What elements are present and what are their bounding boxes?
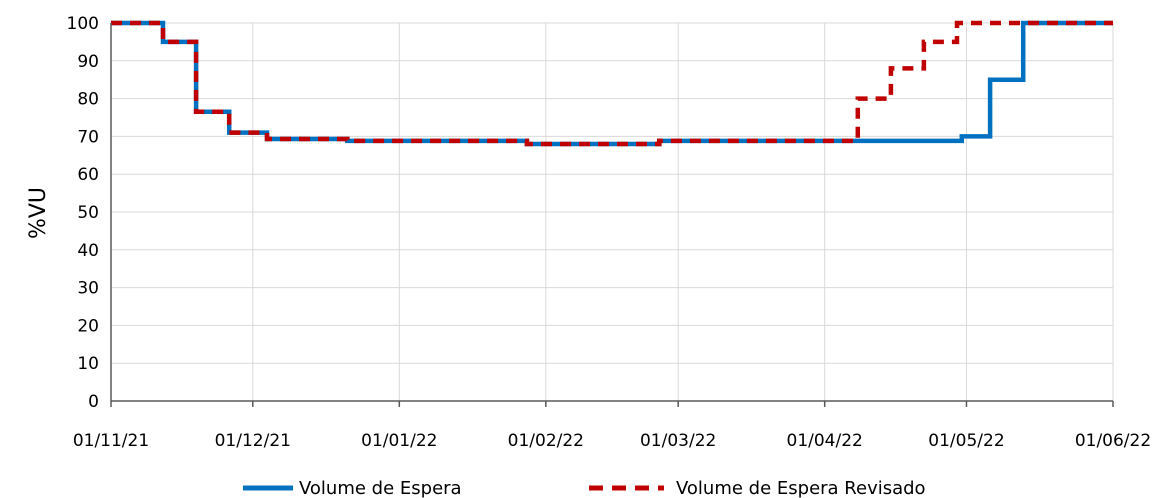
gridlines	[111, 22, 1114, 401]
y-tick-label: 100	[67, 14, 99, 34]
series-line-2	[111, 20, 1113, 147]
x-tick-label: 01/03/22	[640, 431, 716, 451]
x-tick-label: 01/12/21	[215, 431, 291, 451]
legend-label-2: Volume de Espera Revisado	[676, 478, 926, 498]
x-tick-label: 01/06/22	[1075, 431, 1151, 451]
y-tick-label: 20	[77, 316, 99, 336]
y-tick-label: 60	[77, 165, 99, 185]
y-tick-label: 40	[77, 241, 99, 261]
y-tick-label: 50	[77, 203, 99, 223]
y-tick-label: 80	[77, 90, 99, 110]
y-tick-label: 70	[77, 127, 99, 147]
axes	[110, 23, 1114, 407]
y-axis-label: %VU	[26, 187, 51, 239]
x-tick-label: 01/11/21	[73, 431, 149, 451]
y-tick-label: 90	[77, 52, 99, 72]
x-tick-labels: 01/11/21 01/12/21 01/01/22 01/02/22 01/03/22…	[73, 431, 1151, 451]
y-tick-label: 30	[77, 279, 99, 299]
x-tick-label: 01/04/22	[787, 431, 863, 451]
series-layer	[111, 20, 1113, 147]
x-tick-label: 01/05/22	[928, 431, 1004, 451]
legend-label-1: Volume de Espera	[299, 478, 462, 498]
series-line-1	[111, 20, 1113, 147]
y-tick-labels: 0 10 20 30 40 50 60 70 80 90 100	[67, 14, 99, 412]
y-tick-label: 10	[77, 354, 99, 374]
y-tick-label: 0	[88, 392, 99, 412]
legend: Volume de Espera Volume de Espera Revisad…	[243, 478, 926, 498]
x-tick-label: 01/02/22	[508, 431, 584, 451]
x-tick-label: 01/01/22	[361, 431, 437, 451]
